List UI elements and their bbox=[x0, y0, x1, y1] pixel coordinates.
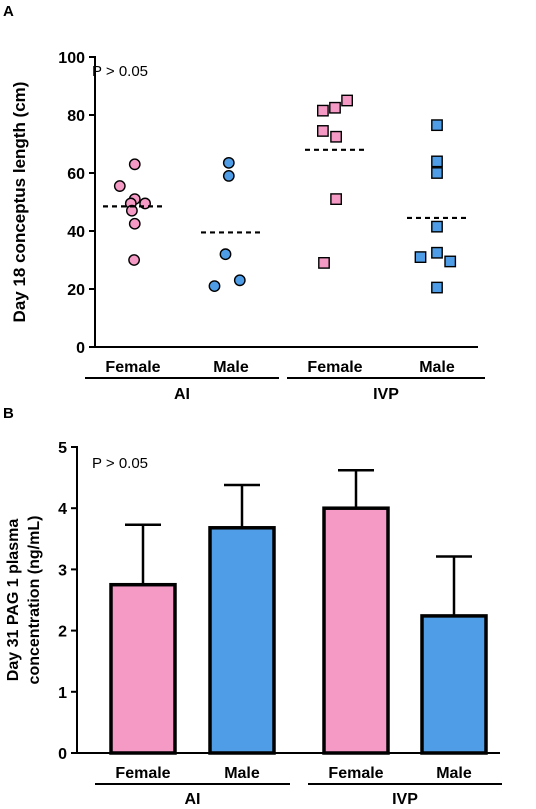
data-point-square bbox=[341, 94, 353, 107]
data-point-square bbox=[330, 130, 342, 143]
x-category-label: Male bbox=[224, 765, 260, 782]
bar bbox=[420, 614, 488, 755]
group-label: IVP bbox=[373, 386, 399, 403]
data-point-circle bbox=[128, 254, 141, 266]
y-tick-label: 0 bbox=[76, 340, 85, 357]
x-category-label: Female bbox=[328, 765, 383, 782]
data-point-square bbox=[317, 125, 329, 137]
group-label: AI bbox=[185, 791, 201, 808]
x-category-label: Male bbox=[419, 359, 455, 376]
data-point-circle bbox=[233, 274, 246, 287]
data-point-circle bbox=[113, 180, 126, 192]
data-point-circle bbox=[128, 217, 141, 230]
y-tick-label: 5 bbox=[58, 440, 67, 457]
panel-a-letter: A bbox=[3, 3, 14, 20]
y-axis-title-line: Day 31 PAG 1 plasma bbox=[5, 519, 22, 682]
data-point-square bbox=[329, 101, 341, 114]
panel-a-chart: 0 20 40 60 80 100 Day 18 conceptus length (cm)… bbox=[10, 50, 485, 403]
x-category-label: Male bbox=[436, 765, 472, 782]
data-point-square bbox=[318, 257, 330, 269]
data-point-square bbox=[431, 281, 443, 294]
data-point-circle bbox=[222, 156, 235, 169]
bar bbox=[208, 526, 276, 755]
y-tick-label: 0 bbox=[58, 746, 67, 763]
bar bbox=[322, 506, 390, 755]
y-tick-label: 20 bbox=[67, 282, 85, 299]
data-point-circle bbox=[208, 280, 221, 292]
p-value-annotation: P > 0.05 bbox=[92, 455, 148, 472]
bar bbox=[109, 582, 177, 755]
y-tick-label: 2 bbox=[58, 624, 67, 641]
y-tick-label: 4 bbox=[58, 501, 67, 518]
data-point-circle bbox=[128, 158, 141, 171]
data-point-square bbox=[444, 255, 457, 268]
y-tick-label: 60 bbox=[67, 166, 85, 183]
data-point-square bbox=[431, 246, 443, 259]
group-label: IVP bbox=[392, 791, 418, 808]
data-point-square bbox=[414, 251, 427, 263]
y-axis-title: Day 18 conceptus length (cm) bbox=[10, 82, 29, 323]
panel-b-letter: B bbox=[3, 405, 14, 422]
y-tick-label: 1 bbox=[58, 685, 67, 702]
y-tick-label: 40 bbox=[67, 224, 85, 241]
data-point-square bbox=[431, 119, 443, 132]
y-tick-label: 100 bbox=[58, 50, 85, 67]
y-tick-label: 3 bbox=[58, 562, 67, 579]
p-value-annotation: P > 0.05 bbox=[92, 63, 148, 80]
x-category-label: Female bbox=[105, 359, 160, 376]
y-tick-label: 80 bbox=[67, 108, 85, 125]
x-category-label: Male bbox=[213, 359, 249, 376]
panel-b-chart: 0 1 2 3 4 5 Day 31 PAG 1 plasma concentration (… bbox=[5, 440, 502, 808]
data-point-square bbox=[431, 220, 443, 233]
data-point-square bbox=[317, 104, 329, 117]
data-point-circle bbox=[222, 169, 235, 182]
data-point-square bbox=[431, 155, 443, 168]
y-axis-title: Day 31 PAG 1 plasma concentration (ng/mL) bbox=[5, 516, 43, 685]
y-axis-title-line: concentration (ng/mL) bbox=[26, 516, 43, 685]
data-point-square bbox=[330, 193, 342, 205]
group-label: AI bbox=[174, 386, 190, 403]
x-category-label: Female bbox=[115, 765, 170, 782]
data-point-square bbox=[431, 167, 443, 179]
data-point-circle bbox=[219, 248, 232, 261]
x-category-label: Female bbox=[307, 359, 362, 376]
